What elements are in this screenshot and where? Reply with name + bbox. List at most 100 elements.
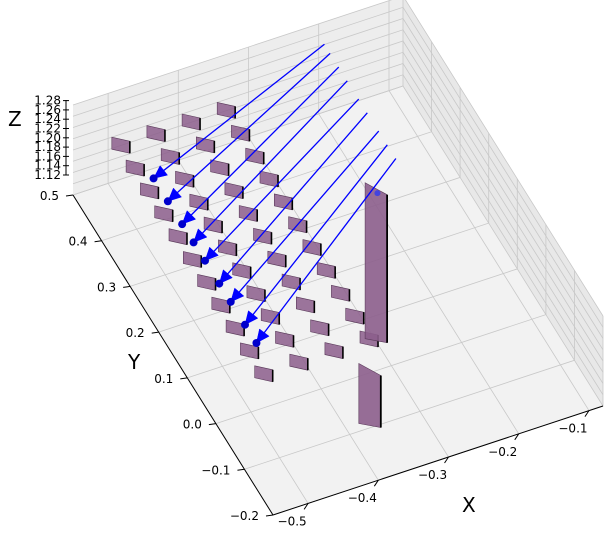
y-tick-mark	[265, 514, 274, 517]
patch-marker	[225, 319, 245, 337]
z-tick-label: 1.26	[34, 103, 61, 117]
grid-line-z	[72, 18, 604, 339]
side-wall-pane	[403, 0, 603, 406]
y-tick-label: 0.4	[68, 235, 87, 249]
patch-marker	[260, 308, 280, 325]
arrow-head	[218, 269, 233, 285]
y-tick-mark	[237, 468, 245, 471]
y-tick-label: 0.5	[40, 189, 59, 203]
patch-marker	[273, 193, 293, 211]
arrow-head	[230, 287, 245, 303]
arrow-shaft	[181, 66, 340, 225]
scatter-point	[178, 220, 187, 229]
patch-marker	[203, 216, 223, 234]
z-tick-label: 1.24	[34, 112, 61, 126]
arrow-shaft	[193, 80, 348, 243]
arrow-shaft	[255, 158, 397, 344]
back-wall-pane	[73, 0, 403, 195]
patch-marker	[210, 159, 229, 177]
grid-line-z	[72, 63, 604, 384]
arrow-head	[244, 310, 259, 326]
x-tick-mark	[444, 456, 449, 464]
arrow-head	[193, 228, 208, 243]
z-tick-label: 1.16	[34, 149, 61, 163]
grid-line-z	[72, 29, 604, 351]
grid-line-z	[72, 40, 604, 362]
patch-marker	[125, 159, 145, 177]
arrow-head	[153, 165, 168, 179]
patch-marker	[245, 147, 265, 165]
y-tick-mark	[65, 194, 74, 197]
y-axis-line	[72, 194, 274, 516]
grid-lines	[72, 0, 604, 516]
y-tick-mark	[208, 423, 216, 426]
x-tick-mark	[584, 410, 590, 417]
y-axis-label: Y	[127, 350, 141, 374]
y-tick-mark	[180, 377, 188, 380]
patch-marker	[302, 239, 322, 256]
patch-marker	[310, 319, 329, 337]
y-tick-mark	[123, 285, 131, 288]
arrow-shaft	[153, 43, 325, 179]
scatter-point	[189, 238, 198, 247]
y-tick-label: 0.2	[126, 326, 145, 340]
arrow-shaft	[167, 52, 331, 202]
x-tick-label: −0.5	[278, 514, 307, 528]
y-tick-label: 0.3	[97, 280, 116, 294]
z-tick-label: 1.18	[34, 140, 61, 154]
x-tick-label: −0.4	[348, 491, 377, 505]
arrow-head	[256, 328, 270, 344]
scatter-point	[163, 197, 172, 206]
outlier-point	[374, 190, 381, 197]
z-tick-label: 1.14	[34, 159, 61, 173]
arrow-shaft	[218, 112, 368, 284]
patch-marker	[154, 205, 173, 223]
y-tick-mark	[151, 331, 159, 334]
patch-marker	[238, 205, 258, 222]
z-tick-label: 1.22	[34, 122, 61, 136]
z-tick-label: 1.20	[34, 131, 61, 145]
x-tick-label: −0.2	[488, 445, 517, 459]
tick-labels: −0.5 −0.4 −0.3 −0.2 −0.1 −0.2 −0.1 0.0 0.1 0.2 0.3…	[34, 94, 590, 528]
arrow-shaft	[204, 98, 360, 262]
patch-marker	[331, 284, 350, 302]
arrow-head	[167, 187, 182, 202]
patch-marker	[160, 148, 180, 165]
scatter-point	[201, 256, 210, 265]
x-tick-mark	[514, 433, 520, 441]
patch-markers	[111, 102, 389, 428]
grid-line-z	[72, 85, 604, 407]
scatter-point	[226, 297, 235, 306]
patch-marker	[345, 307, 365, 325]
arrow-head	[204, 246, 219, 262]
x-tick-label: −0.3	[418, 468, 447, 482]
grid-line-z	[72, 74, 604, 396]
scatter-point	[215, 279, 224, 288]
x-tick-mark	[303, 503, 309, 510]
arrow-shaft	[230, 130, 380, 303]
arrow-shaft	[244, 144, 388, 326]
z-axis-label: Z	[8, 107, 22, 131]
patch-marker	[168, 228, 188, 246]
y-tick-label: −0.2	[230, 509, 259, 523]
quiver-arrows	[153, 43, 397, 344]
x-axis-label: X	[462, 493, 476, 517]
patch-marker	[231, 124, 250, 142]
arrow-head	[181, 210, 197, 225]
scatter-point	[149, 174, 158, 183]
y-tick-label: −0.1	[201, 463, 230, 477]
patch-marker	[197, 274, 216, 291]
tall-bar	[364, 182, 388, 344]
scatter-point	[252, 338, 261, 347]
scatter-point	[241, 320, 250, 329]
axis-panes	[73, 0, 603, 515]
scatter-points	[149, 174, 381, 347]
x-tick-label: −0.1	[558, 422, 587, 436]
z-tick-label: 1.28	[34, 94, 61, 108]
patch-marker	[295, 296, 315, 314]
z-tick-label: 1.12	[34, 168, 61, 182]
x-tick-mark	[373, 479, 379, 487]
grid-line-z	[72, 6, 604, 328]
floor-pane	[73, 86, 603, 515]
